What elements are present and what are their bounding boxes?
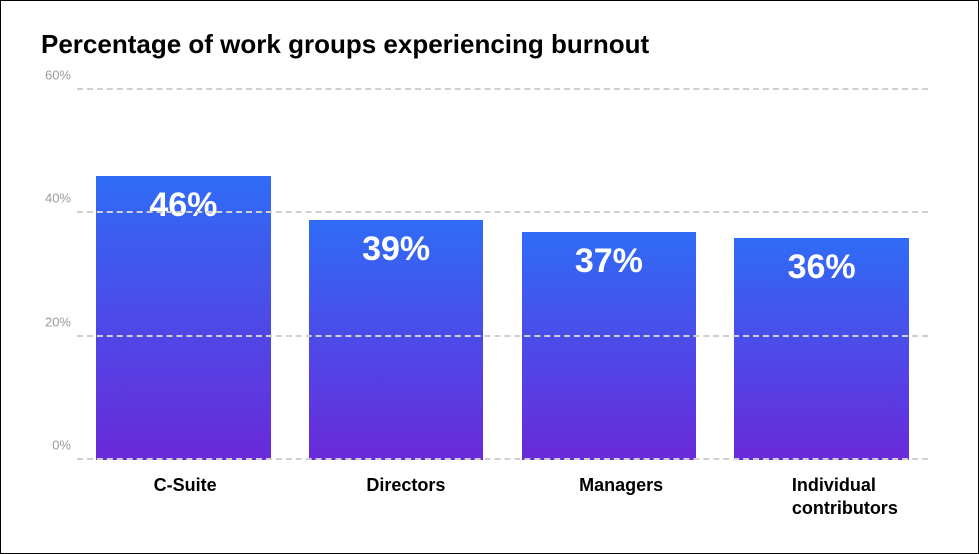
bars-row: 46% 39% 37% 36% xyxy=(77,90,928,460)
plot-area: 46%39%37%36% 0%20%40%60% xyxy=(77,90,928,460)
bar: 37% xyxy=(522,232,696,460)
bar-value-label: 46% xyxy=(149,186,217,225)
burnout-bar-chart: Percentage of work groups experiencing b… xyxy=(0,0,979,554)
bar: 46% xyxy=(96,176,270,460)
bar: 36% xyxy=(734,238,908,460)
y-tick-label: 60% xyxy=(37,68,71,83)
y-tick-label: 0% xyxy=(37,438,71,453)
x-axis-label: Individual contributors xyxy=(715,474,928,519)
grid-line xyxy=(77,458,928,460)
grid-line xyxy=(77,211,928,213)
bar-value-label: 37% xyxy=(575,242,643,281)
bar-slot: 37% xyxy=(503,90,716,460)
x-axis-label: Managers xyxy=(503,474,716,519)
x-axis-label: C-Suite xyxy=(77,474,290,519)
x-axis-label: Directors xyxy=(290,474,503,519)
bar-value-label: 39% xyxy=(362,230,430,269)
bar-slot: 36% xyxy=(715,90,928,460)
y-tick-label: 20% xyxy=(37,314,71,329)
bar-slot: 39% xyxy=(290,90,503,460)
y-tick-label: 40% xyxy=(37,191,71,206)
bar-slot: 46% xyxy=(77,90,290,460)
bar-value-label: 36% xyxy=(788,248,856,287)
grid-line xyxy=(77,88,928,90)
grid-line xyxy=(77,335,928,337)
bar: 39% xyxy=(309,220,483,461)
chart-title: Percentage of work groups experiencing b… xyxy=(41,29,938,60)
x-axis-labels: C-SuiteDirectorsManagersIndividual contr… xyxy=(77,474,928,519)
